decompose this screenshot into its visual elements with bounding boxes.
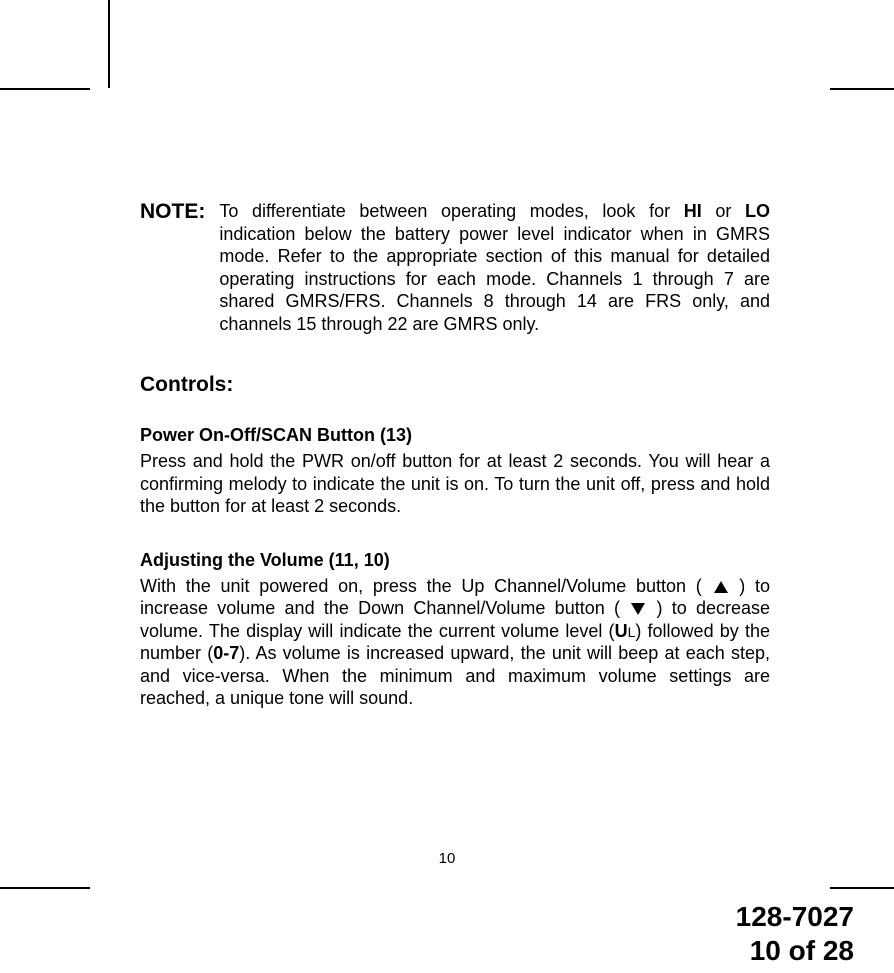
note-label: NOTE:	[140, 200, 205, 335]
note-text-part: To differentiate between operating modes…	[219, 201, 683, 221]
volume-heading: Adjusting the Volume (11, 10)	[140, 550, 770, 571]
triangle-up-icon	[714, 581, 728, 593]
note-lo: LO	[745, 201, 770, 221]
power-heading: Power On-Off/SCAN Button (13)	[140, 425, 770, 446]
note-text-part: or	[702, 201, 745, 221]
note-text-part: indication below the battery power level…	[219, 224, 770, 334]
volume-text-part: With the unit powered on, press the Up C…	[140, 576, 712, 596]
volume-ul-u: U	[615, 621, 628, 641]
controls-heading: Controls:	[140, 373, 770, 397]
page-number: 10	[0, 850, 894, 867]
power-text: Press and hold the PWR on/off button for…	[140, 450, 770, 518]
note-hi: HI	[684, 201, 702, 221]
crop-mark	[0, 887, 90, 889]
triangle-down-icon	[631, 603, 645, 615]
crop-mark	[108, 0, 110, 88]
note-block: NOTE: To differentiate between operating…	[140, 200, 770, 335]
crop-mark	[830, 887, 894, 889]
footer-line2: 10 of 28	[736, 934, 854, 968]
page-content: NOTE: To differentiate between operating…	[140, 200, 770, 742]
note-text: To differentiate between operating modes…	[219, 200, 770, 335]
crop-mark	[830, 88, 894, 90]
crop-mark	[0, 88, 90, 90]
footer-line1: 128-7027	[736, 900, 854, 934]
volume-text: With the unit powered on, press the Up C…	[140, 575, 770, 710]
footer: 128-7027 10 of 28	[736, 900, 854, 967]
volume-range: 0-7	[213, 643, 239, 663]
